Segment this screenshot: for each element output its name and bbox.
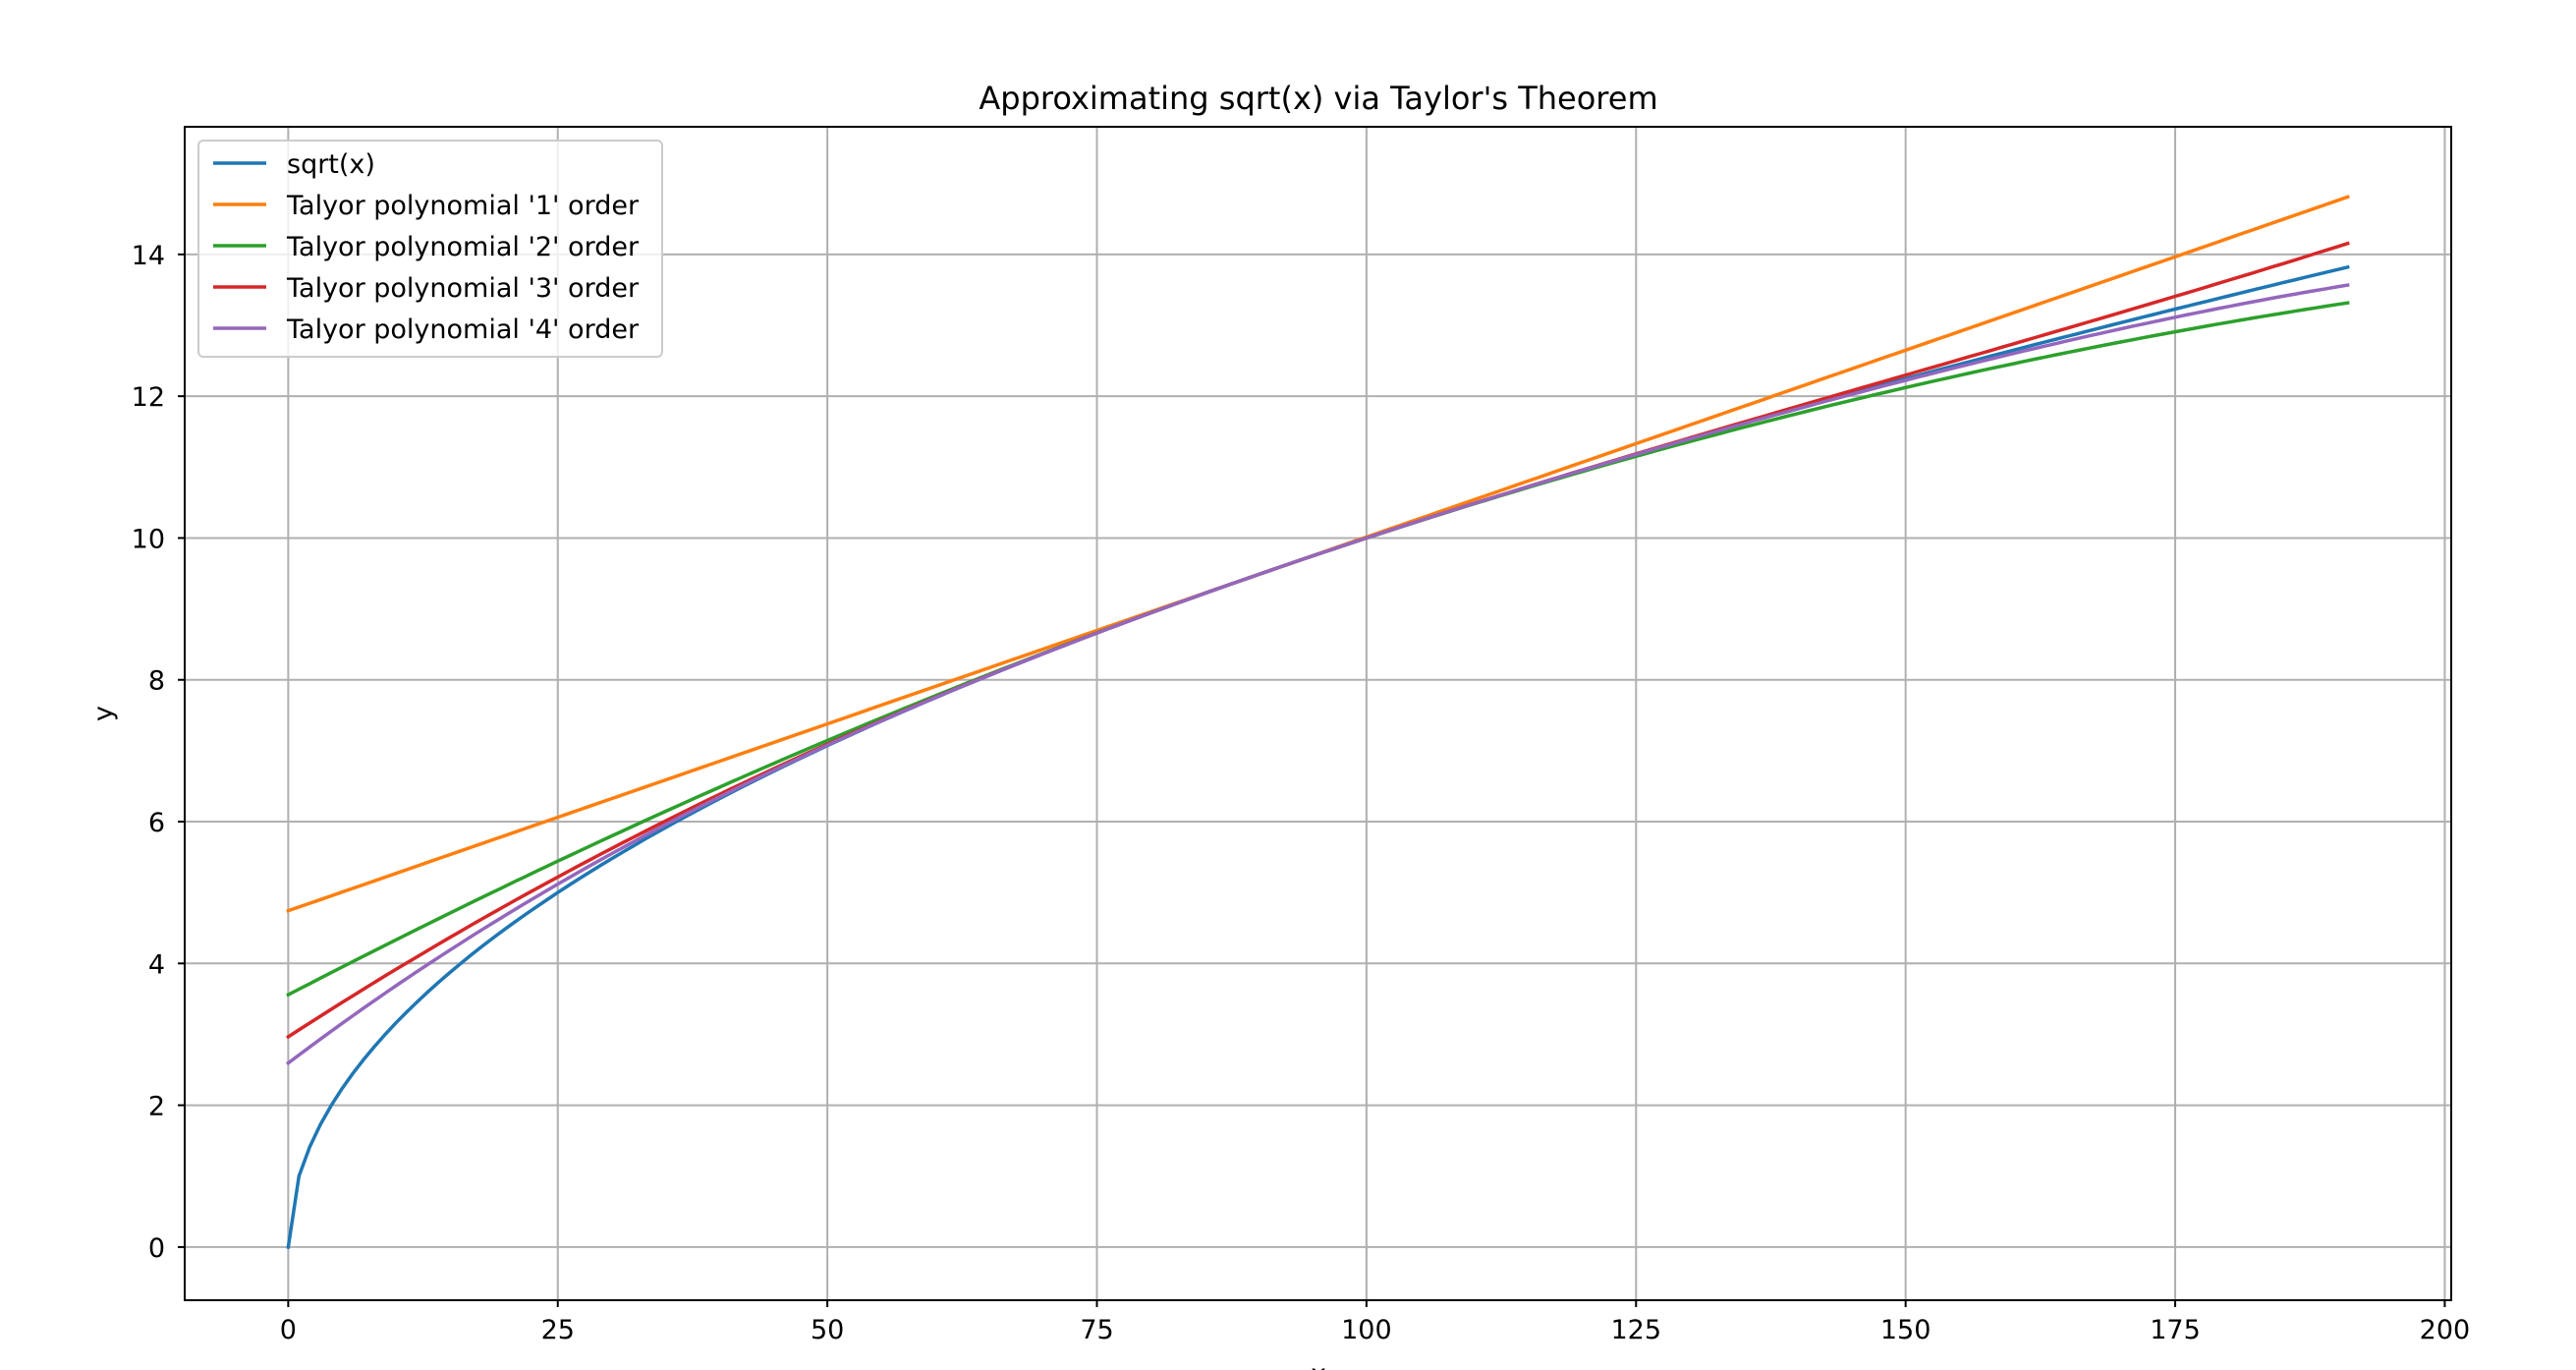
x-tick-label: 200 [2420,1315,2471,1345]
x-tick-label: 25 [541,1315,575,1345]
y-tick-label: 10 [132,524,165,554]
x-tick-label: 0 [280,1315,297,1345]
legend: sqrt(x) Talyor polynomial '1' order Talyor… [197,140,663,358]
grid [185,127,2451,1300]
y-axis-ticks: 0 2 4 6 8 10 12 14 [132,241,185,1264]
x-tick-label: 125 [1610,1315,1661,1345]
y-tick-label: 6 [148,808,165,838]
legend-label-2: Talyor polynomial '2' order [286,232,640,262]
y-tick-label: 4 [148,949,165,980]
legend-label-4: Talyor polynomial '4' order [286,314,640,345]
series-group [285,195,2350,1249]
legend-label-0: sqrt(x) [287,149,375,180]
y-tick-label: 8 [148,666,165,697]
legend-box [197,140,663,358]
plot-area-frame [184,126,2452,1301]
x-tick-label: 75 [1080,1315,1113,1345]
x-axis-ticks: 0 25 50 75 100 125 150 175 200 [280,1300,2470,1345]
y-tick-label: 12 [132,382,165,413]
x-tick-label: 100 [1341,1315,1392,1345]
y-tick-label: 2 [148,1092,165,1122]
legend-label-3: Talyor polynomial '3' order [286,273,640,304]
y-tick-label: 14 [132,241,165,271]
y-tick-label: 0 [148,1233,165,1264]
chart-title: Approximating sqrt(x) via Taylor's Theor… [979,80,1657,117]
y-axis-label: y [88,706,119,721]
series-line-4 [285,283,2350,1066]
x-tick-label: 175 [2150,1315,2201,1345]
x-tick-label: 50 [811,1315,844,1345]
x-axis-label: x [1311,1359,1326,1370]
x-tick-label: 150 [1880,1315,1932,1345]
legend-label-1: Talyor polynomial '1' order [286,191,640,221]
